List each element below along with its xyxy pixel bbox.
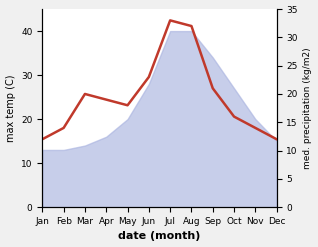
- Y-axis label: med. precipitation (kg/m2): med. precipitation (kg/m2): [303, 47, 313, 169]
- Y-axis label: max temp (C): max temp (C): [5, 74, 16, 142]
- X-axis label: date (month): date (month): [118, 231, 201, 242]
